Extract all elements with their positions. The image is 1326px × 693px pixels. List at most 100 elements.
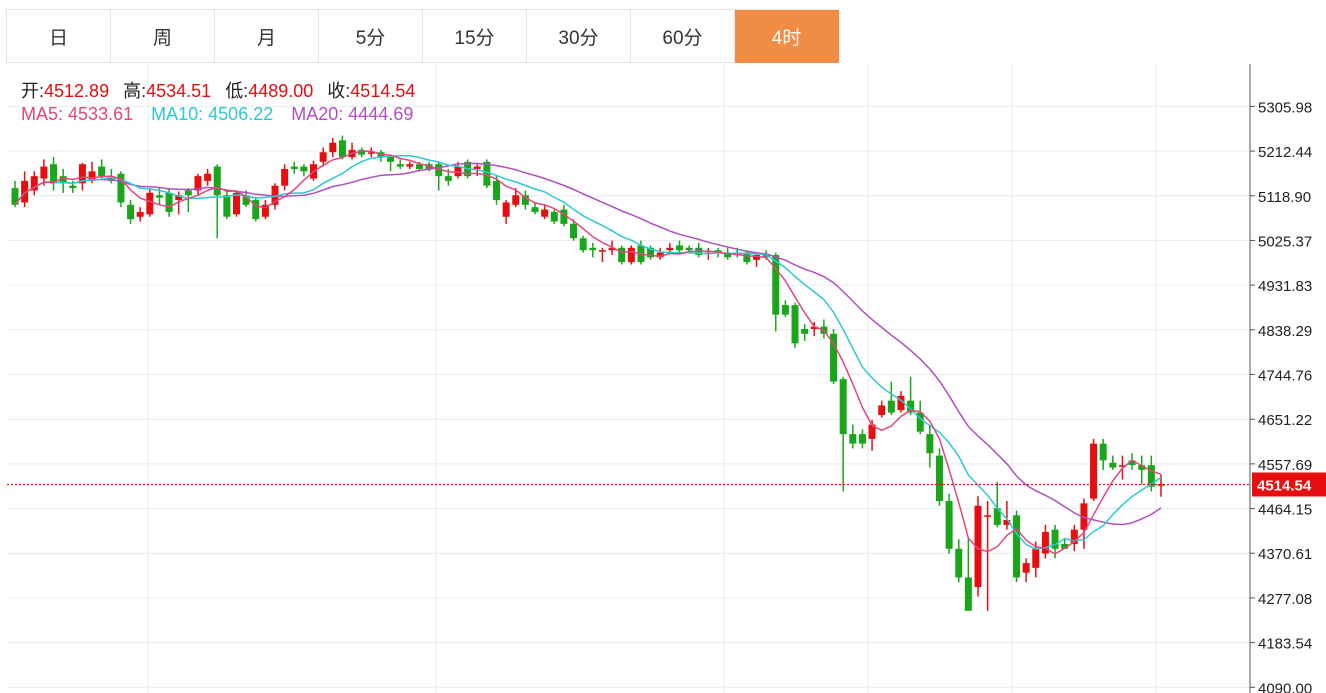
- candle-body: [560, 209, 568, 224]
- candle-body: [11, 188, 19, 205]
- candle-body: [454, 166, 462, 177]
- candle-body: [338, 140, 346, 158]
- candle-body: [878, 405, 886, 415]
- candle-body: [59, 176, 67, 184]
- candle-body: [396, 164, 404, 167]
- candle-body: [541, 209, 549, 217]
- candle-body: [598, 250, 606, 252]
- last-price-badge: [1252, 472, 1326, 497]
- y-tick-label: 4464.15: [1258, 502, 1312, 519]
- candle-body: [1090, 443, 1098, 499]
- close-label: 收:: [327, 81, 351, 101]
- open-value: 4512.89: [44, 81, 110, 101]
- candle-body: [271, 185, 279, 205]
- candle-body: [30, 176, 38, 191]
- candle-body: [1032, 548, 1040, 568]
- candle-body: [589, 247, 597, 251]
- ma5-label: MA5:: [21, 104, 64, 124]
- ma10-value: 4506.22: [208, 104, 274, 124]
- y-tick-label: 4370.61: [1258, 546, 1312, 563]
- candle-body: [743, 252, 751, 263]
- tab-2[interactable]: 月: [215, 10, 319, 63]
- candle-body: [290, 166, 298, 169]
- y-tick-label: 4557.69: [1258, 457, 1312, 474]
- candle-body: [204, 173, 212, 181]
- candle-body: [1099, 443, 1107, 461]
- candle-body: [955, 548, 963, 578]
- y-tick-label: 5025.37: [1258, 233, 1312, 250]
- candle-body: [868, 424, 876, 439]
- y-tick-label: 4183.54: [1258, 636, 1312, 653]
- candle-body: [675, 245, 683, 251]
- tab-4[interactable]: 15分: [423, 10, 527, 63]
- candle-body: [772, 254, 780, 315]
- candle-body: [521, 195, 529, 205]
- candle-body: [666, 247, 674, 251]
- candle-body: [473, 166, 481, 169]
- candle-body: [647, 247, 655, 258]
- candle-body: [88, 171, 96, 181]
- candle-body: [194, 176, 202, 191]
- candle-body: [387, 157, 395, 162]
- tab-7[interactable]: 4时: [735, 10, 839, 63]
- candle-body: [367, 152, 375, 154]
- candle-body: [916, 412, 924, 432]
- candle-body: [319, 152, 327, 162]
- candle-body: [512, 195, 520, 205]
- candle-body: [1138, 465, 1146, 470]
- candle-body: [618, 247, 626, 263]
- candle-body: [175, 195, 183, 201]
- candle-body: [1022, 563, 1030, 573]
- y-tick-label: 4931.83: [1258, 278, 1312, 295]
- candle-body: [300, 166, 308, 172]
- tab-0[interactable]: 日: [7, 10, 111, 63]
- ma20-label: MA20:: [291, 104, 344, 124]
- candle-body: [165, 192, 173, 212]
- tab-6[interactable]: 60分: [631, 10, 735, 63]
- candle-body: [146, 192, 154, 215]
- candle-body: [907, 400, 915, 413]
- ma10-label: MA10:: [151, 104, 204, 124]
- candle-body: [926, 434, 934, 454]
- candle-body: [1013, 515, 1021, 578]
- candle-body: [483, 161, 491, 186]
- candle-body: [21, 180, 29, 203]
- candle-body: [261, 204, 269, 217]
- ma5-value: 4533.61: [68, 104, 134, 124]
- candle-body: [945, 500, 953, 549]
- y-tick-label: 4838.29: [1258, 323, 1312, 340]
- ma20-value: 4444.69: [348, 104, 414, 124]
- candle-body: [858, 434, 866, 444]
- candle-body: [232, 192, 240, 215]
- candle-body: [550, 211, 558, 222]
- candle-body: [608, 247, 616, 251]
- candle-body: [839, 379, 847, 435]
- low-label: 低:: [225, 81, 249, 101]
- candle-body: [252, 200, 260, 220]
- candle-body: [213, 166, 221, 196]
- candle-body: [656, 252, 664, 258]
- candle-body: [1061, 543, 1069, 549]
- y-tick-label: 5212.44: [1258, 144, 1312, 161]
- candle-body: [155, 195, 163, 198]
- candle-body: [223, 195, 231, 217]
- ma20-line: [14, 162, 1162, 526]
- candle-body: [531, 207, 539, 212]
- candle-body: [1003, 520, 1011, 525]
- candle-body: [1051, 529, 1059, 549]
- y-tick-label: 4277.08: [1258, 591, 1312, 608]
- candle-body: [358, 149, 366, 155]
- candle-body: [1128, 460, 1136, 466]
- ma5-line: [14, 150, 1162, 555]
- candle-body: [781, 305, 789, 315]
- tab-1[interactable]: 周: [111, 10, 215, 63]
- candle-body: [98, 166, 106, 177]
- candle-body: [127, 204, 135, 220]
- tab-3[interactable]: 5分: [319, 10, 423, 63]
- candle-body: [724, 252, 732, 258]
- high-label: 高:: [123, 81, 147, 101]
- ohlc-info: 开:4512.89 高:4534.51 低:4489.00 收:4514.54: [21, 77, 415, 103]
- tab-5[interactable]: 30分: [527, 10, 631, 63]
- candle-body: [849, 434, 857, 444]
- open-label: 开:: [21, 81, 45, 101]
